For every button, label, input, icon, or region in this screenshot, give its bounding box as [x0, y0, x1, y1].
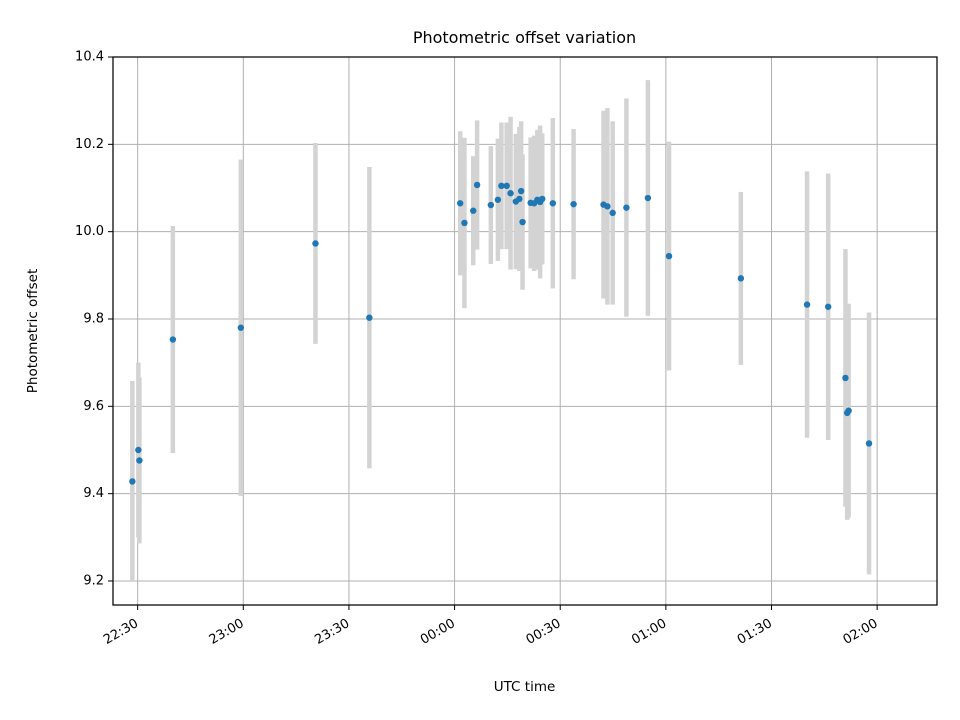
y-tick-label: 9.4: [83, 486, 104, 501]
data-point: [366, 314, 373, 321]
data-point: [473, 181, 481, 189]
y-axis-ticks: 9.2 9.4 9.6 9.8 10.0 10.2 10.4: [75, 50, 113, 588]
data-point: [519, 218, 526, 226]
data-point: [549, 200, 557, 207]
grid-lines: [113, 56, 937, 605]
y-axis-label: Photometric offset: [25, 269, 41, 393]
data-point: [644, 194, 652, 202]
data-point: [237, 324, 245, 331]
data-point: [865, 440, 873, 447]
y-tick-label: 10.4: [75, 50, 104, 65]
data-point: [312, 240, 319, 247]
data-point: [503, 182, 510, 190]
y-tick-label: 9.2: [83, 573, 104, 588]
data-point: [623, 204, 630, 211]
data-point: [470, 207, 477, 214]
chart-title: Photometric offset variation: [413, 28, 636, 47]
data-point: [842, 374, 849, 382]
data-point: [665, 252, 673, 260]
data-point: [604, 203, 611, 210]
data-point: [494, 196, 502, 203]
data-point: [169, 336, 177, 343]
y-tick-label: 9.6: [83, 399, 104, 414]
data-point: [609, 209, 616, 217]
data-point: [498, 182, 505, 190]
data-point: [539, 195, 546, 203]
data-point: [737, 275, 745, 282]
data-point: [135, 446, 142, 454]
data-point: [129, 478, 136, 485]
data-point: [457, 200, 464, 207]
data-point: [507, 190, 514, 197]
y-tick-label: 9.8: [83, 311, 104, 326]
y-tick-label: 10.2: [75, 137, 104, 152]
data-point: [570, 200, 577, 208]
data-point: [803, 301, 811, 308]
data-point: [824, 303, 832, 310]
data-points: [129, 181, 873, 485]
x-axis-label: UTC time: [494, 679, 556, 695]
data-point: [517, 187, 525, 195]
data-point: [845, 407, 852, 414]
y-tick-label: 10.0: [75, 224, 104, 239]
data-point: [516, 195, 523, 203]
plot-frame: [112, 56, 938, 606]
data-point: [136, 457, 143, 464]
data-point: [461, 219, 468, 227]
data-point: [487, 201, 495, 209]
